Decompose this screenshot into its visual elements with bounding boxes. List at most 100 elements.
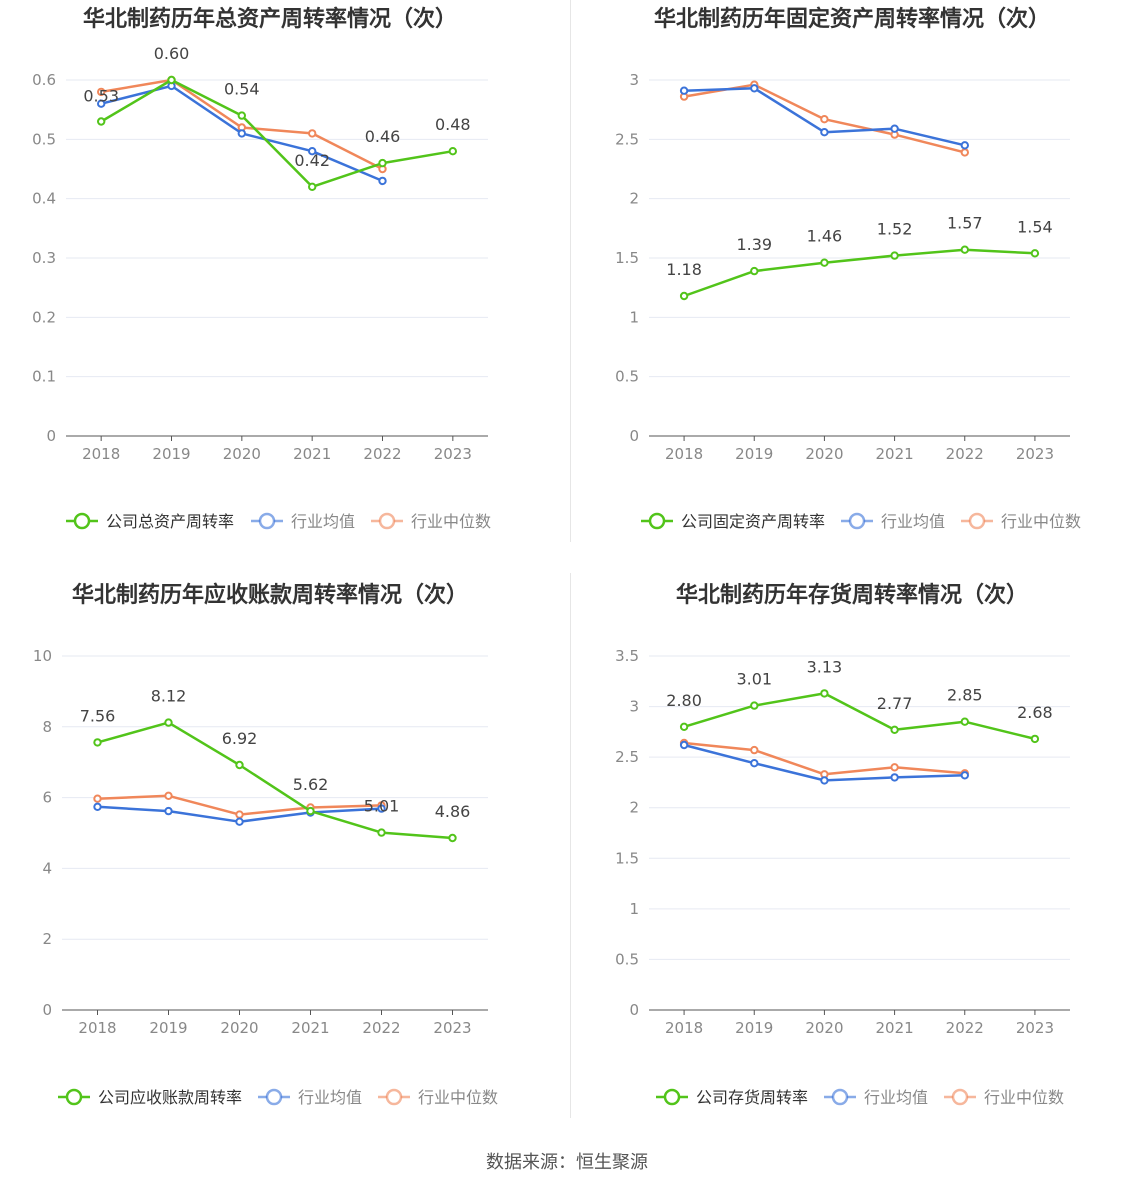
x-tick-label: 2023 — [434, 445, 472, 463]
data-point-median[interactable] — [820, 115, 829, 124]
y-tick-label: 0.4 — [32, 190, 56, 208]
data-point-avg[interactable] — [890, 773, 899, 782]
data-point-company[interactable] — [890, 251, 899, 260]
data-point-company[interactable] — [308, 182, 317, 192]
divider-top — [570, 0, 571, 542]
x-tick-label: 2019 — [149, 1019, 187, 1037]
data-point-avg[interactable] — [378, 176, 387, 186]
data-point-avg[interactable] — [820, 128, 829, 137]
legend-label: 行业中位数 — [411, 512, 491, 531]
legend-item-median[interactable]: 行业中位数 — [961, 512, 1081, 531]
data-point-company[interactable] — [1030, 249, 1040, 258]
data-label: 1.57 — [947, 214, 983, 233]
data-point-company[interactable] — [679, 722, 689, 732]
data-point-company[interactable] — [750, 701, 759, 710]
chart-svg-total-asset-turnover: 华北制药历年总资产周转率情况（次） 0 0.1 0.2 0.3 0.4 0.5 0.6 2018… — [32, 6, 491, 531]
data-point-company[interactable] — [378, 158, 387, 168]
data-point-median[interactable] — [164, 791, 173, 801]
data-label: 8.12 — [151, 687, 187, 706]
data-point-avg[interactable] — [164, 806, 173, 816]
data-point-avg[interactable] — [960, 141, 969, 150]
data-point-company[interactable] — [167, 75, 176, 85]
data-label: 7.56 — [80, 706, 116, 725]
data-point-company[interactable] — [960, 245, 969, 254]
data-point-company[interactable] — [1030, 734, 1040, 744]
data-point-company[interactable] — [306, 806, 315, 816]
data-point-avg[interactable] — [679, 740, 689, 750]
data-point-company[interactable] — [890, 725, 899, 735]
data-point-company[interactable] — [820, 258, 829, 267]
chart-panel-fixed-asset-turnover: 华北制药历年固定资产周转率情况（次） 0 0.5 1 1.5 2 2.5 3 2018 2019 2… — [567, 0, 1134, 576]
chart-panel-total-asset-turnover: 华北制药历年总资产周转率情况（次） 0 0.1 0.2 0.3 0.4 0.5 0.6 2018… — [0, 0, 567, 576]
legend-label: 行业均值 — [291, 512, 355, 531]
legend-item-company[interactable]: 公司固定资产周转率 — [641, 512, 825, 531]
data-point-median[interactable] — [750, 745, 759, 755]
data-point-median[interactable] — [308, 129, 317, 138]
data-point-avg[interactable] — [237, 129, 247, 138]
legend-item-median[interactable]: 行业中位数 — [371, 512, 491, 531]
data-label: 1.52 — [877, 220, 913, 239]
legend-item-median[interactable]: 行业中位数 — [378, 1088, 498, 1107]
data-point-company[interactable] — [93, 738, 102, 747]
legend-label: 公司应收账款周转率 — [98, 1088, 242, 1107]
x-tick-label: 2018 — [665, 445, 703, 463]
data-point-company[interactable] — [448, 833, 457, 843]
data-point-company[interactable] — [750, 266, 759, 276]
data-label: 5.01 — [364, 797, 400, 816]
data-label: 0.53 — [83, 87, 119, 106]
legend-item-avg[interactable]: 行业均值 — [841, 512, 945, 531]
data-point-company[interactable] — [377, 828, 386, 837]
data-point-company[interactable] — [164, 718, 173, 727]
data-point-avg[interactable] — [750, 759, 759, 768]
y-tick-label: 0.1 — [32, 368, 56, 386]
data-point-company[interactable] — [97, 117, 106, 126]
data-label: 2.80 — [666, 691, 702, 710]
data-point-company[interactable] — [679, 291, 689, 301]
data-point-company[interactable] — [237, 111, 247, 120]
data-point-avg[interactable] — [820, 776, 829, 785]
data-point-company[interactable] — [235, 760, 244, 770]
y-tick-label: 0 — [46, 427, 56, 445]
legend-item-company[interactable]: 公司应收账款周转率 — [58, 1088, 242, 1107]
legend-item-median[interactable]: 行业中位数 — [944, 1088, 1064, 1107]
data-point-median[interactable] — [890, 763, 899, 772]
data-point-avg[interactable] — [235, 817, 244, 826]
legend-item-avg[interactable]: 行业均值 — [258, 1088, 362, 1107]
x-tick-label: 2019 — [152, 445, 190, 463]
data-point-avg[interactable] — [960, 771, 969, 780]
chart-svg-inventory-turnover: 华北制药历年存货周转率情况（次） 0 0.5 1 1.5 2 2.5 3 3.5 2018 2019… — [615, 582, 1070, 1107]
data-point-avg[interactable] — [890, 124, 899, 133]
data-point-company[interactable] — [820, 689, 829, 698]
data-point-avg[interactable] — [679, 86, 689, 95]
data-point-company[interactable] — [448, 147, 457, 156]
data-point-avg[interactable] — [93, 802, 102, 812]
data-point-avg[interactable] — [308, 147, 317, 156]
legend-marker-icon — [378, 512, 396, 530]
y-tick-label: 0.5 — [615, 368, 639, 386]
data-point-median[interactable] — [235, 810, 244, 819]
data-point-median[interactable] — [960, 148, 969, 157]
data-point-avg[interactable] — [97, 99, 106, 108]
y-tick-label: 2.5 — [615, 748, 639, 766]
x-tick-label: 2023 — [1016, 1019, 1054, 1037]
chart-svg-receivables-turnover: 华北制药历年应收账款周转率情况（次） 0 2 4 6 8 10 2018 2019 2020 202… — [33, 582, 498, 1107]
legend-item-avg[interactable]: 行业均值 — [824, 1088, 928, 1107]
data-point-avg[interactable] — [377, 804, 386, 813]
data-point-median[interactable] — [93, 794, 102, 803]
data-point-median[interactable] — [97, 87, 106, 97]
data-label: 3.01 — [736, 670, 772, 689]
y-tick-label: 0.6 — [32, 71, 56, 89]
chart-panel-inventory-turnover: 华北制药历年存货周转率情况（次） 0 0.5 1 1.5 2 2.5 3 3.5 2018 2019… — [567, 576, 1134, 1152]
series-line-company — [97, 721, 453, 840]
data-point-avg[interactable] — [750, 84, 759, 93]
x-tick-label: 2020 — [805, 1019, 843, 1037]
legend-item-company[interactable]: 公司总资产周转率 — [66, 512, 234, 531]
y-tick-label: 0 — [629, 427, 639, 445]
legend-marker-icon — [65, 1088, 83, 1106]
legend-item-avg[interactable]: 行业均值 — [251, 512, 355, 531]
legend-item-company[interactable]: 公司存货周转率 — [656, 1088, 808, 1107]
data-point-company[interactable] — [960, 717, 969, 726]
y-tick-label: 0.2 — [32, 308, 56, 326]
x-tick-label: 2018 — [665, 1019, 703, 1037]
